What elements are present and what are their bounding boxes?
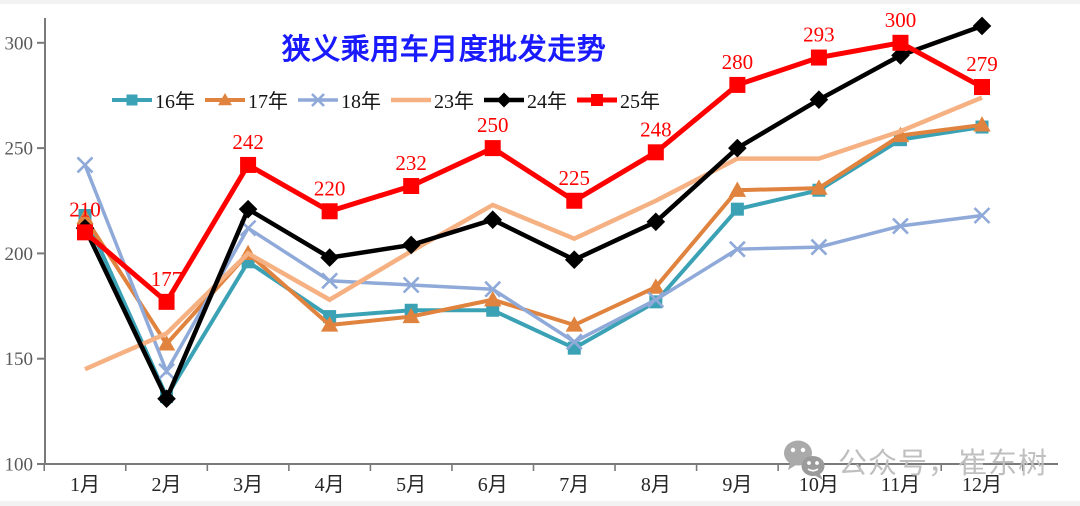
axes: 100 150 200 250 300 1月 2月 3月 4月 5月 6月 7月 8月 9月 10月 11月 1… — [5, 18, 1058, 496]
x-category-label: 8月 — [641, 474, 671, 496]
series-line-24年 — [82, 23, 983, 405]
y-tick-label: 300 — [5, 33, 34, 54]
data-label: 279 — [966, 52, 998, 76]
legend-marker-icon — [298, 92, 338, 107]
y-tick-label: 100 — [5, 455, 34, 476]
series-line-23年 — [84, 95, 983, 372]
data-labels-25年: 210 177 242 220 232 250 225 248 280 293 300 279 — [69, 8, 998, 291]
legend-item-24年: 24年 — [484, 85, 567, 114]
legend-item-17年: 17年 — [205, 85, 288, 114]
series-line-16年 — [83, 125, 983, 401]
legend-marker-icon — [391, 97, 431, 102]
x-category-label: 9月 — [722, 474, 752, 496]
axis-lines — [44, 18, 1058, 465]
x-category-label: 7月 — [559, 474, 589, 496]
legend-item-label: 18年 — [341, 91, 381, 113]
chart-legend: 16年 17年 18年 23年 24年 25年 — [112, 85, 670, 114]
series-23年 — [84, 95, 983, 372]
series-18年 — [76, 156, 991, 380]
y-tick-label: 200 — [5, 244, 34, 265]
data-label: 232 — [395, 151, 427, 175]
x-category-label: 6月 — [478, 474, 508, 496]
legend-marker-icon — [484, 92, 524, 107]
x-category-label: 3月 — [233, 474, 263, 496]
data-label: 210 — [69, 197, 101, 221]
data-label: 220 — [314, 176, 346, 200]
x-category-label: 4月 — [315, 474, 345, 496]
legend-item-label: 25年 — [620, 91, 660, 113]
chart-title: 狭义乘用车月度批发走势 — [281, 34, 607, 66]
x-category-label: 2月 — [152, 474, 182, 496]
x-category-label: 1月 — [70, 474, 100, 496]
legend-item-label: 23年 — [434, 91, 474, 113]
legend-item-25年: 25年 — [577, 85, 660, 114]
data-label: 242 — [232, 130, 264, 154]
x-category-label: 11月 — [881, 474, 920, 496]
data-label: 177 — [151, 267, 183, 291]
legend-marker-icon — [112, 94, 152, 105]
legend-item-label: 24年 — [527, 91, 567, 113]
data-label: 280 — [722, 50, 754, 74]
page-edge-bottom — [0, 501, 1080, 506]
legend-item-label: 16年 — [155, 91, 195, 113]
x-category-label: 5月 — [396, 474, 426, 496]
y-tick-label: 250 — [5, 139, 34, 160]
data-label: 225 — [559, 166, 591, 190]
series-16年 — [78, 120, 989, 404]
data-label: 248 — [640, 117, 672, 141]
legend-marker-icon — [577, 93, 617, 106]
series-25年 — [77, 34, 990, 310]
series-line-18年 — [83, 164, 983, 376]
legend-item-23年: 23年 — [391, 85, 474, 114]
page-edge-top — [0, 0, 1080, 4]
x-category-label: 12月 — [962, 474, 1002, 496]
legend-item-label: 17年 — [248, 91, 288, 113]
data-label: 250 — [477, 113, 509, 137]
x-category-label: 10月 — [799, 474, 839, 496]
legend-marker-icon — [205, 92, 245, 105]
series-line-25年 — [83, 40, 984, 306]
legend-item-16年: 16年 — [112, 85, 195, 114]
y-tick-label: 150 — [5, 349, 34, 370]
data-label: 293 — [803, 23, 835, 47]
legend-item-18年: 18年 — [298, 85, 381, 114]
data-label: 300 — [885, 8, 917, 32]
series-24年 — [75, 16, 992, 409]
